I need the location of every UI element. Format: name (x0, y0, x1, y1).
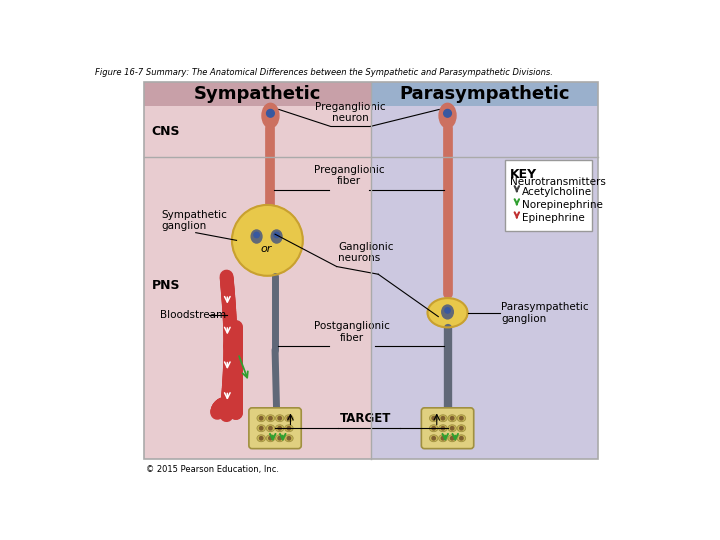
Ellipse shape (438, 435, 447, 442)
Text: Bloodstream: Bloodstream (160, 310, 225, 320)
Ellipse shape (438, 425, 447, 431)
Text: Sympathetic: Sympathetic (194, 85, 321, 103)
Text: © 2015 Pearson Education, Inc.: © 2015 Pearson Education, Inc. (145, 465, 279, 475)
Circle shape (287, 427, 291, 430)
Text: or: or (261, 244, 272, 254)
Ellipse shape (457, 415, 466, 422)
Ellipse shape (429, 435, 438, 442)
Circle shape (269, 427, 272, 430)
Bar (144, 82, 598, 459)
Text: Postganglionic
fiber: Postganglionic fiber (314, 321, 390, 343)
Ellipse shape (429, 425, 438, 431)
Circle shape (432, 416, 436, 420)
Circle shape (441, 436, 445, 440)
Ellipse shape (442, 305, 454, 319)
Ellipse shape (448, 425, 456, 431)
Text: Ganglionic
neurons: Ganglionic neurons (338, 242, 394, 264)
Text: Parasympathetic
ganglion: Parasympathetic ganglion (501, 302, 589, 323)
Text: Sympathetic
ganglion: Sympathetic ganglion (161, 210, 227, 231)
Ellipse shape (284, 435, 293, 442)
Ellipse shape (257, 435, 266, 442)
Circle shape (459, 427, 463, 430)
FancyBboxPatch shape (505, 160, 593, 231)
Circle shape (445, 308, 450, 313)
Ellipse shape (266, 425, 274, 431)
Circle shape (432, 436, 436, 440)
Circle shape (254, 232, 259, 238)
Ellipse shape (257, 425, 266, 431)
FancyBboxPatch shape (249, 408, 301, 449)
Bar (371, 82, 598, 106)
Text: Preganglionic
neuron: Preganglionic neuron (315, 102, 386, 123)
Circle shape (266, 110, 274, 117)
Ellipse shape (276, 415, 284, 422)
Ellipse shape (428, 298, 467, 327)
Text: Figure 16-7 Summary: The Anatomical Differences between the Sympathetic and Para: Figure 16-7 Summary: The Anatomical Diff… (95, 68, 553, 77)
Circle shape (278, 427, 282, 430)
Circle shape (441, 416, 445, 420)
Ellipse shape (271, 230, 282, 243)
Ellipse shape (251, 230, 262, 243)
Ellipse shape (262, 103, 279, 128)
Circle shape (287, 436, 291, 440)
Circle shape (432, 427, 436, 430)
Ellipse shape (284, 415, 293, 422)
Bar (144, 82, 371, 459)
Circle shape (259, 427, 263, 430)
Text: Acetylcholine: Acetylcholine (522, 187, 593, 197)
FancyBboxPatch shape (421, 408, 474, 449)
Text: CNS: CNS (152, 125, 181, 138)
Circle shape (232, 205, 303, 276)
Text: Neurotransmitters: Neurotransmitters (510, 177, 606, 187)
Circle shape (451, 416, 454, 420)
Text: TARGET: TARGET (339, 412, 391, 425)
Ellipse shape (276, 435, 284, 442)
Circle shape (444, 110, 451, 117)
Ellipse shape (448, 415, 456, 422)
Circle shape (259, 416, 263, 420)
Circle shape (459, 436, 463, 440)
Ellipse shape (266, 435, 274, 442)
Text: Preganglionic
fiber: Preganglionic fiber (314, 165, 384, 186)
Ellipse shape (439, 103, 456, 128)
Circle shape (451, 436, 454, 440)
Circle shape (287, 416, 291, 420)
Ellipse shape (276, 425, 284, 431)
Ellipse shape (284, 425, 293, 431)
Circle shape (274, 232, 279, 238)
Ellipse shape (457, 425, 466, 431)
Ellipse shape (257, 415, 266, 422)
Text: Parasympathetic: Parasympathetic (400, 85, 570, 103)
Circle shape (269, 436, 272, 440)
Ellipse shape (266, 415, 274, 422)
Text: Epinephrine: Epinephrine (522, 213, 585, 223)
Ellipse shape (429, 415, 438, 422)
Circle shape (278, 436, 282, 440)
Ellipse shape (448, 435, 456, 442)
Circle shape (451, 427, 454, 430)
Circle shape (278, 416, 282, 420)
Ellipse shape (457, 435, 466, 442)
Circle shape (259, 436, 263, 440)
Text: KEY: KEY (510, 168, 537, 181)
Bar (144, 82, 371, 106)
Ellipse shape (438, 415, 447, 422)
Text: PNS: PNS (152, 279, 181, 292)
Text: Norepinephrine: Norepinephrine (522, 200, 603, 210)
Circle shape (459, 416, 463, 420)
Bar (371, 82, 598, 459)
Circle shape (269, 416, 272, 420)
Circle shape (441, 427, 445, 430)
